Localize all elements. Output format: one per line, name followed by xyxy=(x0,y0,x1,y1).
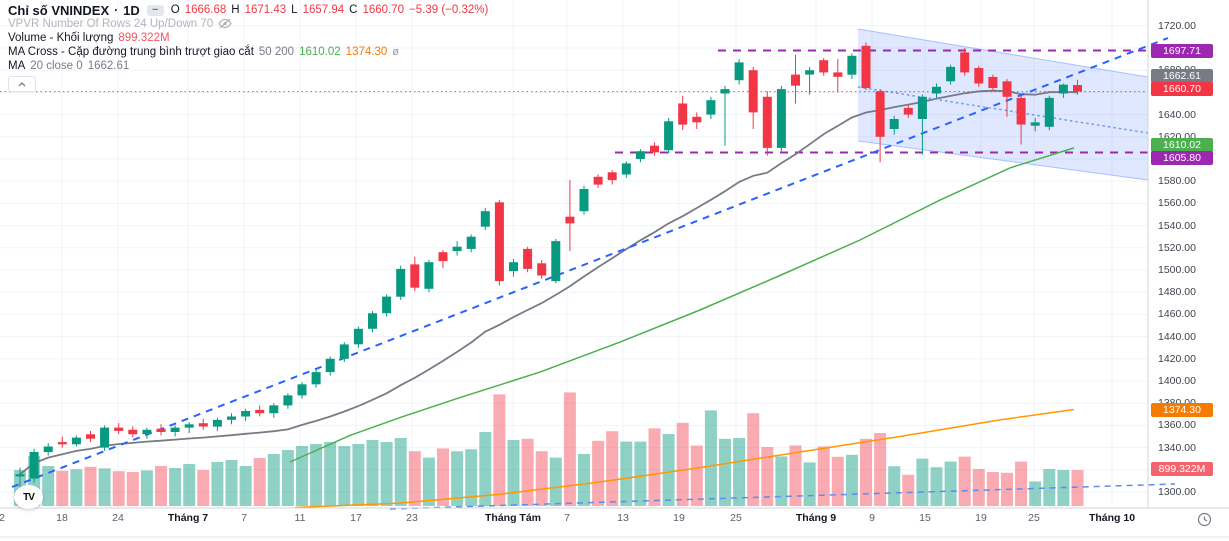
price-tick: 1460.00 xyxy=(1158,308,1196,321)
price-tick: 1500.00 xyxy=(1158,264,1196,276)
price-tick: 1560.00 xyxy=(1158,197,1196,210)
time-tick: 7 xyxy=(564,512,570,524)
price-tick: 1400.00 xyxy=(1158,375,1196,387)
low-key: L xyxy=(291,4,298,16)
ma200-value: 1374.30 xyxy=(345,46,388,58)
price-label: 1605.80 xyxy=(1151,151,1213,165)
price-label: 1697.71 xyxy=(1151,43,1213,58)
price-tick: 1360.00 xyxy=(1158,419,1196,432)
time-tick: 18 xyxy=(56,512,68,524)
price-tick: 1540.00 xyxy=(1158,219,1196,232)
indicator-state-icon[interactable]: ø xyxy=(392,46,399,58)
close-key: C xyxy=(349,4,358,16)
price-label: 1660.70 xyxy=(1151,82,1213,96)
time-tick-month: Tháng 10 xyxy=(1088,512,1136,524)
ma50-line xyxy=(289,147,1075,463)
time-tick: 17 xyxy=(350,512,362,524)
price-label: 899.322M xyxy=(1151,462,1213,476)
axis-settings-icon[interactable] xyxy=(1196,511,1213,528)
candles xyxy=(15,42,1082,489)
ma200-line xyxy=(294,408,1075,509)
time-tick: 19 xyxy=(673,512,685,524)
ma20-line xyxy=(19,89,1078,475)
time-tick-month: Tháng 7 xyxy=(167,512,209,524)
legend: Chỉ số VNINDEX · 1D − O 1666.68 H 1671.43 … xyxy=(8,4,488,92)
price-tick: 1520.00 xyxy=(1158,241,1196,254)
open-value: 1666.68 xyxy=(184,4,227,16)
price-tick: 1440.00 xyxy=(1158,330,1196,343)
volume-trendline xyxy=(389,483,1176,510)
ma-cross-label[interactable]: MA Cross - Cặp đường trung bình trượt gi… xyxy=(8,46,254,58)
legend-vpvr-row[interactable]: VPVR Number Of Rows 24 Up/Down 70 xyxy=(8,18,488,31)
time-tick: 2 xyxy=(0,512,5,524)
price-tick: 1420.00 xyxy=(1158,352,1196,365)
time-tick: 24 xyxy=(112,512,124,524)
legend-volume-row[interactable]: Volume - Khối lượng 899.322M xyxy=(8,32,488,45)
price-tick: 1580.00 xyxy=(1158,175,1196,188)
price-tick: 1640.00 xyxy=(1158,108,1196,121)
price-tick: 1340.00 xyxy=(1158,441,1196,454)
legend-ma20-row[interactable]: MA 20 close 0 1662.61 xyxy=(8,60,488,73)
ma50-value: 1610.02 xyxy=(299,46,341,58)
vpvr-label[interactable]: VPVR Number Of Rows 24 Up/Down 70 xyxy=(8,18,214,30)
price-label: 1374.30 xyxy=(1151,402,1213,417)
time-tick: 25 xyxy=(730,512,742,524)
eye-slash-icon[interactable] xyxy=(218,18,232,31)
open-key: O xyxy=(170,4,180,16)
volume-label[interactable]: Volume - Khối lượng xyxy=(8,32,114,44)
legend-collapse-button[interactable] xyxy=(8,76,36,92)
price-label: 1662.61 xyxy=(1151,69,1213,83)
ma20-value: 1662.61 xyxy=(87,60,130,72)
ma20-params: 20 close 0 xyxy=(30,60,83,72)
close-value: 1660.70 xyxy=(362,4,405,16)
high-value: 1671.43 xyxy=(244,4,287,16)
time-tick-month: Tháng Tám xyxy=(484,512,542,524)
symbol-title[interactable]: Chỉ số VNINDEX xyxy=(8,3,110,18)
time-tick: 25 xyxy=(1028,512,1040,524)
trendline-main xyxy=(11,37,1169,488)
chevron-up-icon xyxy=(18,81,26,86)
legend-ma-cross-row[interactable]: MA Cross - Cặp đường trung bình trượt gi… xyxy=(8,46,488,59)
ma-cross-params: 50 200 xyxy=(258,46,295,58)
price-tick: 1480.00 xyxy=(1158,286,1196,299)
change-value: −5.39 (−0.32%) xyxy=(409,4,489,16)
time-tick: 13 xyxy=(617,512,629,524)
legend-more-icon[interactable]: − xyxy=(146,4,164,16)
time-tick: 7 xyxy=(241,512,247,524)
time-tick: 23 xyxy=(406,512,418,524)
time-tick: 11 xyxy=(294,512,306,524)
low-value: 1657.94 xyxy=(302,4,345,16)
time-tick: 19 xyxy=(975,512,987,524)
time-tick: 9 xyxy=(869,512,875,524)
volume-value: 899.322M xyxy=(118,32,170,44)
volume-bars xyxy=(14,392,1084,506)
price-label: 1610.02 xyxy=(1151,138,1213,152)
ma20-label[interactable]: MA xyxy=(8,60,26,72)
tradingview-logo[interactable]: TV xyxy=(14,485,43,509)
price-tick: 1300.00 xyxy=(1158,486,1196,498)
time-tick: 15 xyxy=(919,512,931,524)
time-tick-month: Tháng 9 xyxy=(795,512,837,524)
price-tick: 1720.00 xyxy=(1158,19,1196,32)
high-key: H xyxy=(231,4,240,16)
symbol-separator: · xyxy=(114,3,119,17)
legend-symbol-row[interactable]: Chỉ số VNINDEX · 1D − O 1666.68 H 1671.43 … xyxy=(8,3,489,18)
interval-label[interactable]: 1D xyxy=(123,3,140,18)
parallel-channel xyxy=(858,29,1148,180)
